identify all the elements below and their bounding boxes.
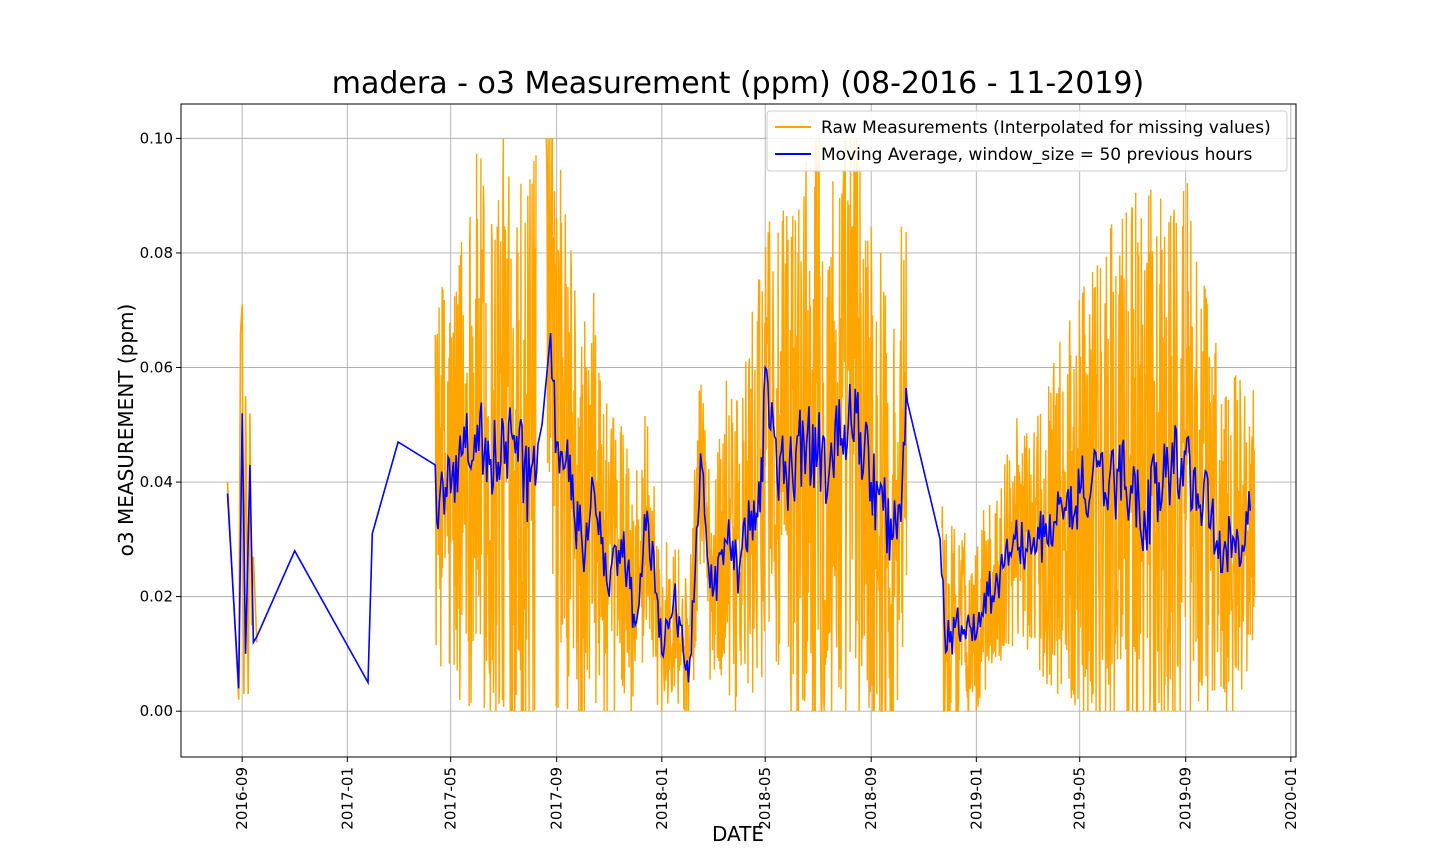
chart-title: madera - o3 Measurement (ppm) (08-2016 -…: [332, 66, 1144, 101]
moving-average-series: [226, 333, 1252, 689]
x-tick-label: 2019-01: [967, 767, 985, 830]
raw-series-line: [545, 137, 764, 712]
y-tick-label: 0.06: [140, 358, 173, 376]
x-tick-label: 2018-05: [756, 767, 774, 830]
plot-frame: [180, 103, 1297, 758]
x-axis: 2016-09 2017-01 2017-05 2017-09 2018-01 2018-…: [233, 757, 1300, 830]
y-axis: 0.00 0.02 0.04 0.06 0.08 0.10: [140, 129, 181, 720]
legend: Raw Measurements (Interpolated for missi…: [766, 110, 1288, 172]
x-tick-label: 2019-09: [1177, 767, 1195, 830]
x-tick-label: 2017-09: [548, 767, 566, 830]
legend-label-raw: Raw Measurements (Interpolated for missi…: [821, 118, 1271, 138]
y-axis-title: o3 MEASUREMENT (ppm): [114, 304, 138, 557]
x-tick-label: 2016-09: [233, 767, 251, 830]
y-tick-label: 0.10: [140, 129, 173, 147]
y-tick-label: 0.04: [140, 473, 173, 491]
x-tick-label: 2018-09: [862, 767, 880, 830]
raw-series-line: [761, 138, 908, 712]
moving-average-line: [226, 333, 1252, 689]
x-axis-title: DATE: [712, 822, 764, 846]
raw-series-line: [941, 183, 1256, 712]
x-tick-label: 2018-01: [653, 767, 671, 830]
legend-box: [766, 110, 1288, 172]
x-tick-label: 2017-01: [338, 767, 356, 830]
x-tick-label: 2020-01: [1282, 767, 1300, 830]
y-tick-label: 0.00: [140, 702, 173, 720]
y-tick-label: 0.02: [140, 588, 173, 606]
x-tick-label: 2017-05: [442, 767, 460, 830]
raw-series: [226, 137, 1256, 712]
x-tick-label: 2019-05: [1071, 767, 1089, 830]
y-tick-label: 0.08: [140, 244, 173, 262]
legend-label-moving-average: Moving Average, window_size = 50 previou…: [821, 145, 1253, 165]
